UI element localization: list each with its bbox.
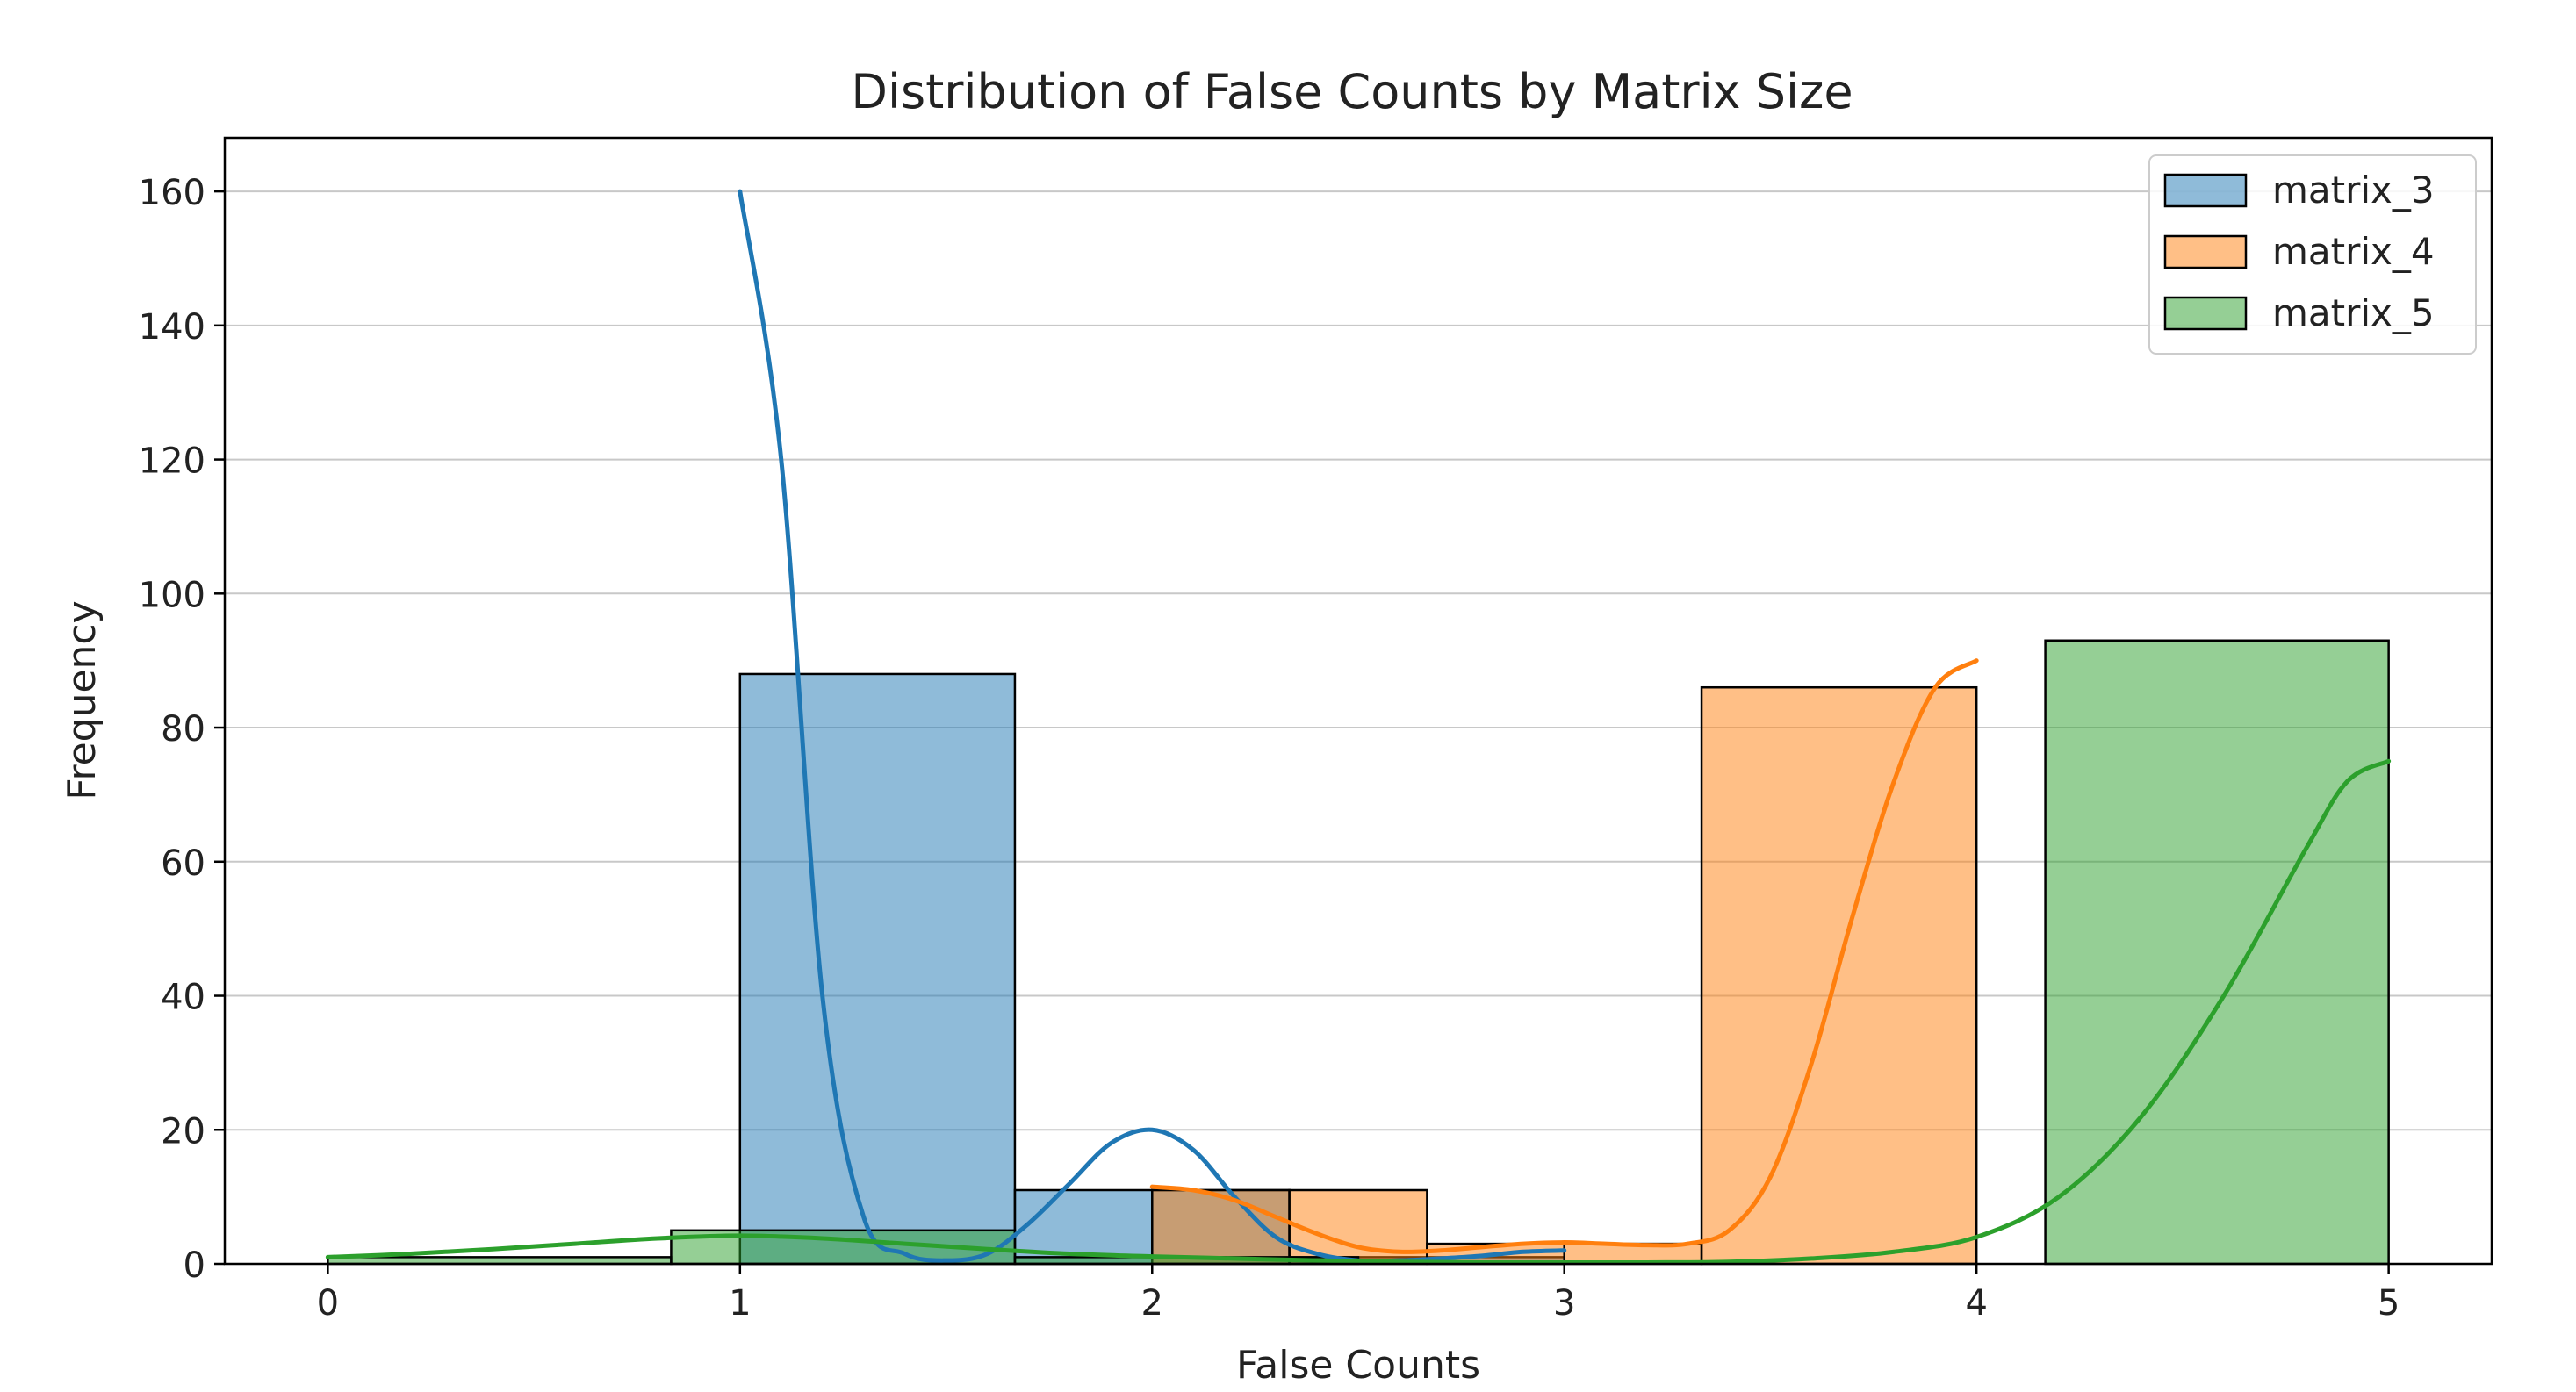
y-tick-label: 80: [161, 709, 205, 750]
legend-swatch-matrix_3: [2163, 173, 2248, 208]
x-tick-label: 1: [729, 1283, 751, 1324]
legend-label-matrix_5: matrix_5: [2272, 291, 2435, 334]
bar-matrix_3: [738, 672, 1017, 1266]
y-tick-label: 60: [161, 843, 205, 884]
y-axis: 0 20 40 60 80 100 120 140 160: [139, 173, 225, 1286]
x-axis-label: False Counts: [1236, 1343, 1480, 1388]
y-axis-label: Frequency: [60, 600, 104, 800]
legend-swatch-matrix_5: [2163, 296, 2248, 331]
y-tick-label: 20: [161, 1111, 205, 1152]
plot-frame: [223, 136, 2493, 1266]
x-axis: 0 1 2 3 4 5: [317, 1264, 2400, 1324]
x-tick-label: 2: [1141, 1283, 1163, 1324]
histogram-bars: [327, 639, 2390, 1266]
y-tick-label: 140: [139, 307, 205, 348]
bar-matrix_5: [2044, 639, 2390, 1266]
chart-title: Distribution of False Counts by Matrix S…: [851, 64, 1853, 119]
legend-label-matrix_3: matrix_3: [2272, 169, 2435, 212]
y-tick-label: 160: [139, 173, 205, 213]
kde-line-matrix_4: [1149, 658, 1979, 1254]
y-tick-label: 120: [139, 441, 205, 482]
y-tick-label: 40: [161, 978, 205, 1018]
kde-curves: [325, 189, 2392, 1266]
bar-matrix_4: [1700, 685, 1978, 1266]
x-tick-label: 0: [317, 1283, 339, 1324]
kde-line-matrix_5: [325, 758, 2392, 1266]
legend: matrix_3 matrix_4 matrix_5: [2148, 154, 2477, 355]
x-tick-label: 4: [1965, 1283, 1987, 1324]
legend-label-matrix_4: matrix_4: [2272, 230, 2435, 273]
y-tick-label: 100: [139, 575, 205, 615]
y-tick-label: 0: [183, 1245, 205, 1286]
x-tick-label: 3: [1553, 1283, 1575, 1324]
legend-swatch-matrix_4: [2163, 234, 2248, 269]
x-tick-label: 5: [2378, 1283, 2400, 1324]
bar-matrix_4: [1151, 1188, 1291, 1266]
